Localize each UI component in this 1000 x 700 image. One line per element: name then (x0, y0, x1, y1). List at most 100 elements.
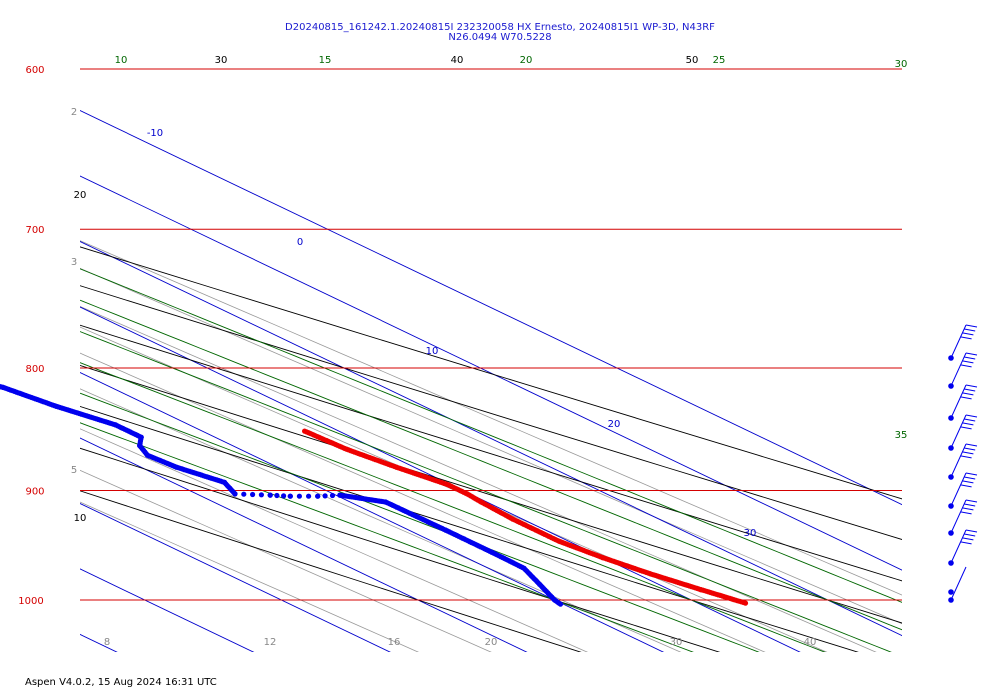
wind-barb-feather (960, 336, 972, 340)
wind-barb-feather (964, 418, 976, 422)
wind-barb-feather (960, 455, 972, 459)
mixing-ratio-line (80, 352, 766, 652)
dewpoint-profile-point (281, 493, 287, 499)
isotherm-line (80, 502, 391, 652)
wind-barb-staff (950, 443, 967, 478)
moist-adiabat-line (80, 331, 892, 652)
wind-barb-feather (960, 484, 972, 488)
wind-barb-feather (962, 537, 974, 541)
wind-barb-staff (950, 414, 967, 449)
wind-barb (948, 352, 978, 389)
wind-barb (948, 384, 978, 421)
dewpoint-profile-point (315, 493, 321, 499)
isotherm-line (80, 110, 902, 506)
dewpoint-profile-point (287, 493, 293, 499)
wind-barb-feather (965, 499, 978, 503)
wind-barb-feather (964, 447, 976, 451)
dewpoint-profile-point (274, 492, 280, 499)
wind-barb-feather (960, 541, 972, 545)
dry-adiabat-line (80, 246, 902, 500)
wind-barb-feather (962, 332, 974, 336)
isotherm-label: 30 (744, 528, 757, 539)
wind-barb-feather (962, 360, 974, 364)
wind-barb (948, 566, 967, 603)
pressure-label: 1000 (18, 596, 43, 607)
wind-barb-staff (950, 352, 967, 387)
wind-barb-staff (950, 499, 967, 534)
wind-barb-staff (950, 472, 967, 507)
wind-barb-feather (965, 414, 978, 418)
wind-barb-station (948, 589, 954, 595)
wind-barb-staff (950, 529, 967, 564)
dewpoint-profile-point (232, 491, 238, 497)
isotherm-line (0, 0, 38, 680)
wind-barb-feather (965, 529, 978, 533)
pressure-label: 900 (25, 486, 44, 497)
pressure-label: 600 (25, 65, 44, 76)
moist-adiabat-label: 25 (713, 55, 726, 66)
moist-adiabat-label: 10 (115, 55, 128, 66)
mixing-ratio-line (80, 240, 902, 596)
mixing-ratio-line (80, 469, 492, 652)
dewpoint-profile-point (296, 493, 302, 499)
wind-barb-feather (964, 476, 976, 480)
dry-adiabat-label: 20 (74, 190, 87, 201)
mixing-ratio-label: 20 (485, 637, 498, 648)
dry-adiabat-line (80, 285, 902, 540)
wind-barb (948, 324, 978, 361)
mixing-ratio-line (80, 388, 682, 652)
isotherm-line (80, 241, 902, 637)
mixing-ratio-label: 30 (670, 637, 683, 648)
wind-barb-feather (962, 507, 974, 511)
isotherm-label: 20 (608, 419, 621, 430)
dry-adiabat-label: 50 (686, 55, 699, 66)
wind-barb-feather (965, 384, 978, 388)
wind-barb-staff (950, 384, 967, 419)
isotherm-label: -10 (147, 128, 163, 139)
wind-barb-feather (964, 328, 976, 332)
wind-barb-feather (965, 352, 978, 356)
dry-adiabat-line (80, 364, 902, 624)
wind-barb (948, 414, 978, 451)
wind-barb-feather (965, 324, 978, 328)
moist-adiabat-line (80, 422, 694, 652)
isotherm-line (80, 568, 255, 652)
dry-adiabat-line (80, 405, 859, 652)
dewpoint-profile-point (306, 493, 312, 499)
moist-adiabat-label: 30 (895, 59, 908, 70)
mixing-ratio-line (80, 428, 589, 652)
mixing-ratio-line (80, 267, 902, 625)
wind-barb-feather (962, 451, 974, 455)
dewpoint-profile-point (250, 491, 256, 498)
wind-barb-feather (964, 533, 976, 537)
wind-barb-feather (962, 422, 974, 426)
wind-barb (948, 499, 978, 536)
mixing-ratio-label: 3 (71, 257, 77, 268)
wind-barb-feather (960, 426, 972, 430)
moist-adiabat-line (80, 299, 902, 631)
moist-adiabat-line (80, 392, 760, 652)
mixing-ratio-line (80, 306, 877, 652)
isotherm-line (80, 175, 902, 571)
temperature-profile-point (742, 600, 749, 606)
wind-barb (948, 443, 978, 480)
wind-barb-feather (964, 503, 976, 507)
dewpoint-profile-point (557, 601, 564, 607)
dewpoint-profile-point (329, 492, 336, 499)
wind-barb-feather (962, 392, 974, 396)
wind-barb-feather (965, 472, 978, 476)
mixing-ratio-line (80, 501, 420, 652)
dewpoint-profile-point (258, 492, 264, 498)
isotherm-label: 10 (426, 346, 439, 357)
chart-title-line2: N26.0494 W70.5228 (448, 32, 552, 43)
wind-barb-feather (960, 511, 972, 515)
wind-barb-feather (960, 364, 972, 368)
mixing-ratio-label: 5 (71, 465, 77, 476)
dry-adiabat-label: 10 (74, 513, 87, 524)
moist-adiabat-line (80, 362, 826, 652)
wind-barb-feather (962, 480, 974, 484)
mixing-ratio-label: 12 (264, 637, 277, 648)
isotherm-line (80, 371, 665, 652)
moist-adiabat-label: 15 (319, 55, 332, 66)
